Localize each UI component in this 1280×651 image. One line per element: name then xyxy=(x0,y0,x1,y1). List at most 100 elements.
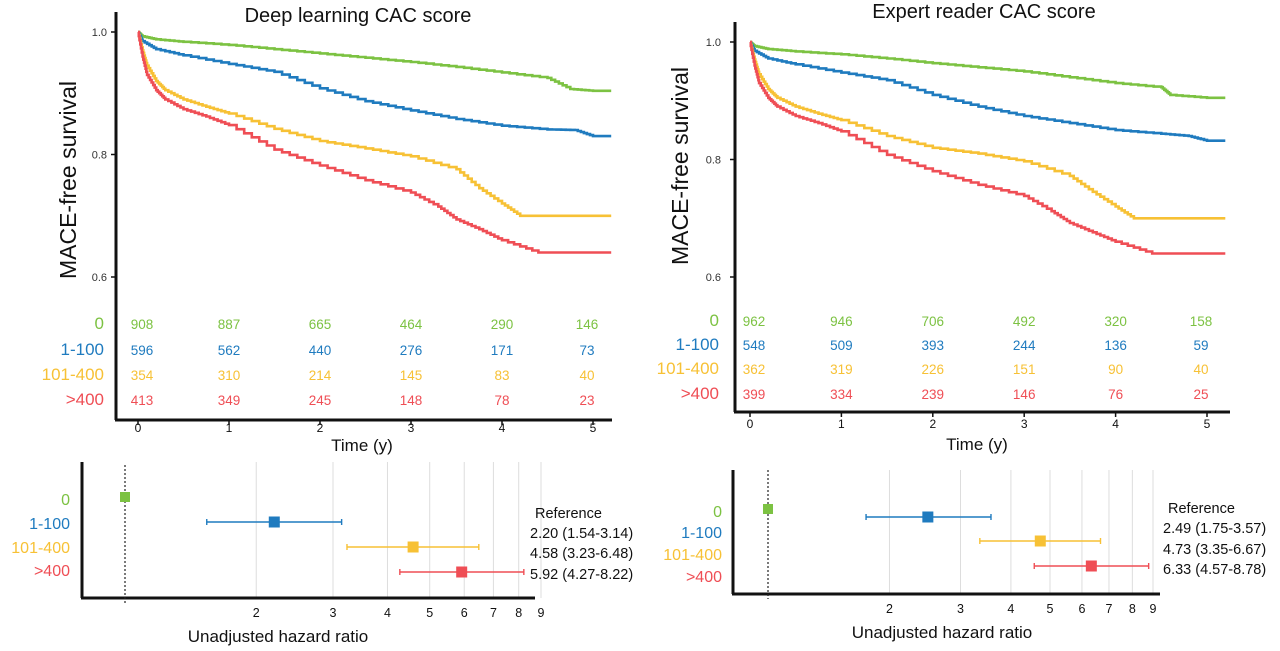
x-tick-label: 4 xyxy=(384,606,391,620)
risk-count: 158 xyxy=(1190,314,1213,329)
risk-count: 413 xyxy=(131,393,154,408)
x-tick-label: 3 xyxy=(330,606,337,620)
x-tick-label: 5 xyxy=(590,421,597,435)
risk-count: 354 xyxy=(131,368,154,383)
risk-count: 25 xyxy=(1193,387,1208,402)
risk-count: 145 xyxy=(400,368,423,383)
risk-count: 492 xyxy=(1013,314,1036,329)
hr-text: 4.58 (3.23-6.48) xyxy=(530,546,633,562)
x-tick-label: 2 xyxy=(886,602,893,616)
risk-count: 393 xyxy=(922,338,945,353)
y-axis-label: MACE-free survival xyxy=(55,81,81,279)
risk-count: 362 xyxy=(743,362,766,377)
forest-row-label: >400 xyxy=(34,563,70,580)
hr-point-reference xyxy=(763,504,773,514)
risk-count: 276 xyxy=(400,343,423,358)
x-tick-label: 4 xyxy=(1112,417,1119,431)
risk-count: 440 xyxy=(309,343,332,358)
forest-row-label: 101-400 xyxy=(663,547,722,564)
x-tick-label: 3 xyxy=(408,421,415,435)
risk-count: 310 xyxy=(218,368,241,383)
x-tick-label: 1 xyxy=(226,421,233,435)
risk-count: 148 xyxy=(400,393,423,408)
forest-row-label: 0 xyxy=(713,504,722,521)
risk-count: 244 xyxy=(1013,338,1036,353)
x-axis-label: Unadjusted hazard ratio xyxy=(852,623,1033,642)
risk-count: 40 xyxy=(579,368,594,383)
survival-curve-400 xyxy=(749,40,1226,255)
forest-panel-2: 2 3 4 5 6 7 8 9 Unadjusted hazard ratio 0 Referenc… xyxy=(663,470,1266,642)
risk-count: 399 xyxy=(743,387,766,402)
hr-text: Reference xyxy=(535,506,602,522)
risk-count: 596 xyxy=(131,343,154,358)
x-tick-label: 1 xyxy=(838,417,845,431)
x-tick-label: 8 xyxy=(515,606,522,620)
forest-row-label: 101-400 xyxy=(11,540,70,557)
risk-count: 136 xyxy=(1104,338,1127,353)
hr-point xyxy=(407,541,419,553)
x-tick-label: 0 xyxy=(135,421,142,435)
y-tick-label: 0.8 xyxy=(92,150,107,162)
x-tick-label: 6 xyxy=(1078,602,1085,616)
y-tick-label: 0.8 xyxy=(706,155,721,167)
risk-count: 40 xyxy=(1193,362,1208,377)
y-tick-label: 1.0 xyxy=(92,27,107,39)
x-tick-label: 9 xyxy=(1150,602,1157,616)
x-tick-label: 7 xyxy=(1105,602,1112,616)
risk-count: 83 xyxy=(494,368,509,383)
survival-curve-0 xyxy=(137,30,612,93)
risk-count: 214 xyxy=(309,368,332,383)
risk-count: 562 xyxy=(218,343,241,358)
x-tick-label: 2 xyxy=(929,417,936,431)
survival-curve-101400 xyxy=(137,30,612,218)
x-tick-label: 3 xyxy=(1021,417,1028,431)
hr-point xyxy=(922,511,934,523)
hr-text: 2.20 (1.54-3.14) xyxy=(530,526,633,542)
survival-curve-101400 xyxy=(749,40,1226,220)
x-tick-label: 3 xyxy=(957,602,964,616)
risk-count: 509 xyxy=(830,338,853,353)
forest-row-label: 0 xyxy=(61,492,70,509)
risk-row-label: >400 xyxy=(66,390,104,409)
risk-count: 334 xyxy=(830,387,853,402)
chart-title: Deep learning CAC score xyxy=(245,5,472,27)
y-tick-label: 1.0 xyxy=(706,37,721,49)
risk-count: 73 xyxy=(579,343,594,358)
forest-panel-1: 2 3 4 5 6 7 8 9 Unadjusted hazard ratio 0 Referenc… xyxy=(11,462,633,646)
x-axis-label: Time (y) xyxy=(331,436,393,455)
km-panel-2: Expert reader CAC score MACE-free surviva… xyxy=(657,1,1230,454)
survival-curve-400 xyxy=(137,30,612,254)
risk-count: 887 xyxy=(218,317,241,332)
x-axis-label: Unadjusted hazard ratio xyxy=(188,627,369,646)
x-tick-label: 2 xyxy=(253,606,260,620)
risk-count: 908 xyxy=(131,317,154,332)
risk-count: 239 xyxy=(922,387,945,402)
forest-row-label: 1-100 xyxy=(29,516,70,533)
hr-point-reference xyxy=(120,492,130,502)
risk-count: 320 xyxy=(1104,314,1127,329)
survival-curve-1100 xyxy=(137,30,612,138)
survival-curve-0 xyxy=(749,40,1226,100)
risk-count: 962 xyxy=(743,314,766,329)
risk-count: 151 xyxy=(1013,362,1036,377)
survival-curve-1100 xyxy=(749,40,1226,142)
risk-count: 290 xyxy=(491,317,514,332)
risk-count: 146 xyxy=(1013,387,1036,402)
x-tick-label: 5 xyxy=(1047,602,1054,616)
x-tick-label: 5 xyxy=(1204,417,1211,431)
chart-title: Expert reader CAC score xyxy=(872,1,1095,23)
risk-row-label: 0 xyxy=(710,311,719,330)
risk-row-label: 1-100 xyxy=(676,335,719,354)
risk-count: 78 xyxy=(494,393,509,408)
risk-count: 349 xyxy=(218,393,241,408)
risk-count: 90 xyxy=(1108,362,1123,377)
x-tick-label: 9 xyxy=(538,606,545,620)
risk-row-label: >400 xyxy=(681,384,719,403)
hr-text: 6.33 (4.57-8.78) xyxy=(1163,562,1266,578)
risk-count: 665 xyxy=(309,317,332,332)
hr-text: 5.92 (4.27-8.22) xyxy=(530,567,633,583)
risk-count: 23 xyxy=(579,393,594,408)
risk-count: 245 xyxy=(309,393,332,408)
risk-count: 946 xyxy=(830,314,853,329)
